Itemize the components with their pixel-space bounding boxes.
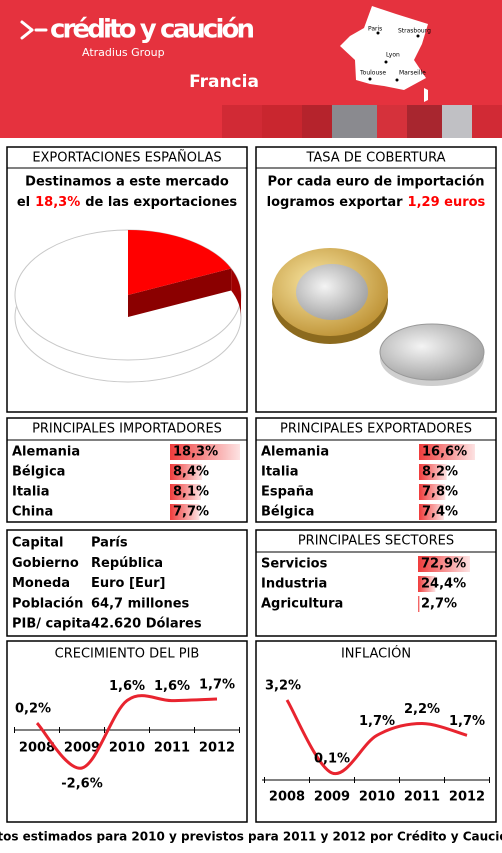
logo-subtitle: Atradius Group xyxy=(82,46,165,59)
bar xyxy=(170,464,203,480)
map-city: Marseille xyxy=(399,70,426,77)
bar xyxy=(418,556,470,572)
x-tick-label: 2008 xyxy=(19,741,55,756)
panel-title: TASA DE COBERTURA xyxy=(305,151,445,166)
row-label: Servicios xyxy=(261,557,328,572)
value-label: 1,7% xyxy=(199,678,235,693)
panels xyxy=(6,146,497,823)
value-label: 2,2% xyxy=(404,702,440,717)
value-label: 0,2% xyxy=(15,702,51,717)
pie-slice-side xyxy=(128,268,232,317)
coverage-highlight: 1,29 euros xyxy=(408,195,486,210)
panel-title: INFLACIÓN xyxy=(341,646,411,662)
logo: crédito y caución xyxy=(50,15,255,45)
info-value: República xyxy=(91,556,163,571)
value-label: 7,4% xyxy=(422,505,458,520)
logo-icon xyxy=(20,20,48,40)
value-label: 72,9% xyxy=(421,557,466,572)
bar xyxy=(418,596,420,612)
x-tick-label: 2009 xyxy=(314,790,350,805)
info-label: Moneda xyxy=(12,576,70,591)
value-label: 1,7% xyxy=(449,714,485,729)
info-value: París xyxy=(91,536,128,551)
x-tick-label: 2010 xyxy=(359,790,395,805)
value-label: 18,3% xyxy=(35,195,80,210)
row-label: Alemania xyxy=(12,445,80,460)
value-label: -2,6% xyxy=(61,777,102,792)
value-label: 7,8% xyxy=(422,485,458,500)
country: Francia xyxy=(189,72,259,92)
bar xyxy=(419,504,444,520)
map xyxy=(340,6,428,102)
footer: Datos estimados para 2010 y previstos pa… xyxy=(0,830,502,844)
value-label: 1,6% xyxy=(154,679,190,694)
panel-title: PRINCIPALES IMPORTADORES xyxy=(32,422,222,437)
x-tick-label: 2012 xyxy=(199,741,235,756)
value-label: 1,6% xyxy=(109,679,145,694)
bar xyxy=(170,504,200,520)
chart-subtitle: Destinamos a este mercado xyxy=(25,175,229,190)
value-label: 3,2% xyxy=(265,679,301,694)
x-tick-label: 2011 xyxy=(404,790,440,805)
x-tick-label: 2011 xyxy=(154,741,190,756)
bar xyxy=(419,484,446,500)
bar xyxy=(419,464,447,480)
x-tick-label: 2012 xyxy=(449,790,485,805)
bar xyxy=(419,444,475,460)
map-city: Strasbourg xyxy=(398,28,431,35)
info-label: Capital xyxy=(12,536,64,551)
chart-text: el 18,3% de las exportaciones xyxy=(17,195,238,210)
x-tick-label: 2009 xyxy=(64,741,100,756)
row-label: Industria xyxy=(261,577,327,592)
row-label: Italia xyxy=(12,485,50,500)
bar xyxy=(170,444,240,460)
chart-text: el xyxy=(17,195,30,210)
row-label: Agricultura xyxy=(261,597,343,612)
chart-text: de las exportaciones xyxy=(85,195,237,210)
value-label: 18,3% xyxy=(173,445,218,460)
panel-title: EXPORTACIONES ESPAÑOLAS xyxy=(32,150,221,166)
value-label: 24,4% xyxy=(421,577,466,592)
info-label: PIB/ capita xyxy=(12,617,91,632)
bar xyxy=(170,484,201,500)
row-label: Alemania xyxy=(261,445,329,460)
info-value: 64,7 millones xyxy=(91,596,190,611)
info-value: 42.620 Dólares xyxy=(91,617,202,632)
line xyxy=(35,694,218,770)
info-label: Gobierno xyxy=(12,556,79,571)
coverage-text: logramos exportar xyxy=(267,195,403,210)
row-label: China xyxy=(12,505,53,520)
line xyxy=(285,699,468,776)
panel-title: PRINCIPALES SECTORES xyxy=(298,534,454,549)
row-label: Bélgica xyxy=(12,465,65,480)
row-label: España xyxy=(261,485,314,500)
row-label: Bélgica xyxy=(261,505,314,520)
value-label: 8,1% xyxy=(173,485,209,500)
map-city: Lyon xyxy=(386,52,400,59)
x-tick-label: 2008 xyxy=(269,790,305,805)
map-city: Paris xyxy=(368,26,382,33)
coverage-text: logramos exportar 1,29 euros xyxy=(267,195,486,210)
value-label: 7,7% xyxy=(173,505,209,520)
header-stripes xyxy=(222,105,502,138)
value-label: 1,7% xyxy=(359,714,395,729)
value-label: 2,7% xyxy=(421,597,457,612)
coins xyxy=(272,248,485,386)
coverage-text: Por cada euro de importación xyxy=(267,175,484,190)
map-city: Toulouse xyxy=(359,70,386,77)
x-tick-label: 2010 xyxy=(109,741,145,756)
info-value: Euro [Eur] xyxy=(91,576,165,591)
bar xyxy=(418,576,436,592)
value-label: 16,6% xyxy=(422,445,467,460)
pie-slice xyxy=(128,230,232,295)
pie-slice-rim xyxy=(231,268,241,317)
panel-title: CRECIMIENTO DEL PIB xyxy=(55,647,200,662)
panel-title: PRINCIPALES EXPORTADORES xyxy=(280,422,472,437)
value-label: 8,4% xyxy=(173,465,209,480)
row-label: Italia xyxy=(261,465,299,480)
value-label: 0,1% xyxy=(314,752,350,767)
info-label: Población xyxy=(12,596,83,611)
value-label: 8,2% xyxy=(422,465,458,480)
